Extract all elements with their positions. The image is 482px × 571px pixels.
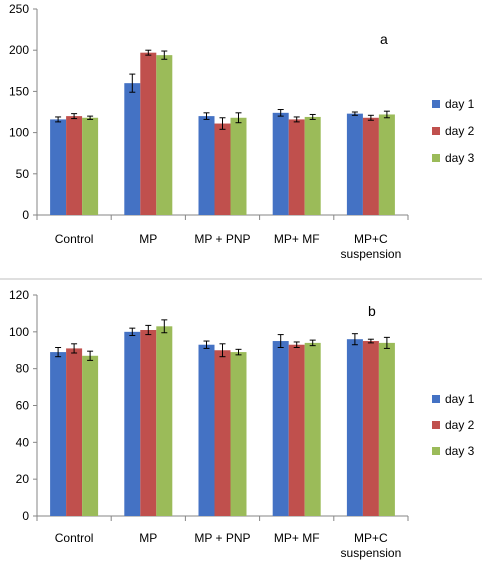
- panel-b-bar: [362, 341, 379, 516]
- panel-b-label: b: [368, 303, 376, 319]
- panel-b-bar: [140, 329, 157, 516]
- panel-a-bar: [378, 114, 395, 215]
- panel-b-bar: [214, 350, 231, 516]
- panel-a-bar: [272, 112, 289, 215]
- panel-b-category-label-line: MP+ MF: [274, 531, 320, 545]
- panel-a-legend-swatch: [432, 100, 440, 108]
- panel-a-category-label-line: MP+ MF: [274, 232, 320, 246]
- panel-a-bar: [230, 117, 247, 215]
- panel-a-category-label-line: MP+C: [354, 232, 388, 246]
- panel-a-category-label: Control: [55, 232, 94, 246]
- panel-b-bar: [346, 339, 363, 516]
- panel-a-bar: [346, 113, 363, 215]
- panel-a-legend-label: day 2: [445, 124, 475, 138]
- panel-b-legend-label: day 3: [445, 444, 475, 458]
- panel-a-y-tick-label: 150: [9, 84, 29, 98]
- panel-a-label: a: [380, 31, 388, 47]
- panel-b-bar: [50, 352, 67, 516]
- panel-b-legend-label: day 2: [445, 418, 475, 432]
- panel-a-category-label-line: MP: [139, 232, 157, 246]
- panel-b-category-label: MP+C suspension: [341, 531, 402, 560]
- panel-b-category-label-line: MP + PNP: [194, 531, 250, 545]
- panel-a-category-label: MP+ MF: [274, 232, 320, 246]
- panel-b-category-label-line: MP+C: [354, 531, 388, 545]
- panel-a-bar: [304, 116, 321, 215]
- panel-a-y-tick-label: 100: [9, 126, 29, 140]
- panel-b-y-tick-label: 0: [22, 509, 29, 523]
- panel-a-category-label: MP: [139, 232, 157, 246]
- panel-b-category-label: Control: [55, 531, 94, 545]
- panel-b-category-label-line: suspension: [341, 546, 402, 560]
- panel-b-legend-swatch: [432, 395, 440, 403]
- panel-a-category-label-line: suspension: [341, 247, 402, 261]
- panel-a-category-label: MP + PNP: [194, 232, 250, 246]
- panel-a-bar: [362, 117, 379, 215]
- panel-b-bar: [288, 344, 305, 516]
- panel-b-bar: [156, 326, 173, 516]
- panel-a-legend-label: day 3: [445, 151, 475, 165]
- panel-b-category-label: MP + PNP: [194, 531, 250, 545]
- panel-a-y-tick-label: 200: [9, 43, 29, 57]
- panel-b-bar: [66, 348, 83, 516]
- panel-a-legend-label: day 1: [445, 97, 475, 111]
- panel-b-y-tick-label: 100: [9, 325, 29, 339]
- chart-panel-b: 0 20 40 60 80 100 120 Control MP MP + PNP MP+ MF MP…: [9, 288, 475, 560]
- panel-a-bar: [214, 123, 231, 215]
- panel-a-bar: [156, 55, 173, 216]
- panel-b-y-tick-label: 120: [9, 288, 29, 302]
- panel-a-bar: [66, 116, 83, 215]
- panel-b-bar: [82, 355, 99, 516]
- panel-a-bar: [50, 119, 67, 215]
- panel-b-category-label: MP: [139, 531, 157, 545]
- panel-b-legend-label: day 1: [445, 392, 475, 406]
- panel-a-legend-swatch: [432, 127, 440, 135]
- panel-a-y-tick-label: 50: [16, 167, 30, 181]
- panel-b-y-tick-label: 20: [16, 472, 30, 486]
- panel-b-bar: [124, 331, 141, 516]
- panel-a-bar: [82, 117, 99, 215]
- panel-a-bar: [288, 119, 305, 215]
- panel-a-y-tick-label: 0: [22, 208, 29, 222]
- panel-a-category-label-line: Control: [55, 232, 94, 246]
- panel-a-legend-swatch: [432, 154, 440, 162]
- chart-panel-a: 0 50 100 150 200 250 Control MP MP + PNP MP+ MF MP…: [9, 2, 475, 261]
- panel-b-category-label-line: MP: [139, 531, 157, 545]
- panel-a-category-label-line: MP + PNP: [194, 232, 250, 246]
- panel-a-category-label: MP+C suspension: [341, 232, 402, 261]
- panel-b-bar: [304, 342, 321, 516]
- panel-b-bar: [198, 344, 215, 516]
- panel-b-bar: [272, 341, 289, 516]
- panel-b-bar: [230, 352, 247, 516]
- panel-a-bar: [198, 116, 215, 215]
- panel-b-y-tick-label: 40: [16, 435, 30, 449]
- panel-b-bar: [378, 342, 395, 516]
- panel-a-bar: [124, 83, 141, 215]
- panel-b-category-label-line: Control: [55, 531, 94, 545]
- panel-b-y-tick-label: 60: [16, 399, 30, 413]
- panel-b-category-label: MP+ MF: [274, 531, 320, 545]
- panel-b-y-tick-label: 80: [16, 362, 30, 376]
- panel-b-legend-swatch: [432, 447, 440, 455]
- panel-a-bar: [140, 52, 157, 216]
- panel-a-y-tick-label: 250: [9, 2, 29, 16]
- panel-b-legend-swatch: [432, 421, 440, 429]
